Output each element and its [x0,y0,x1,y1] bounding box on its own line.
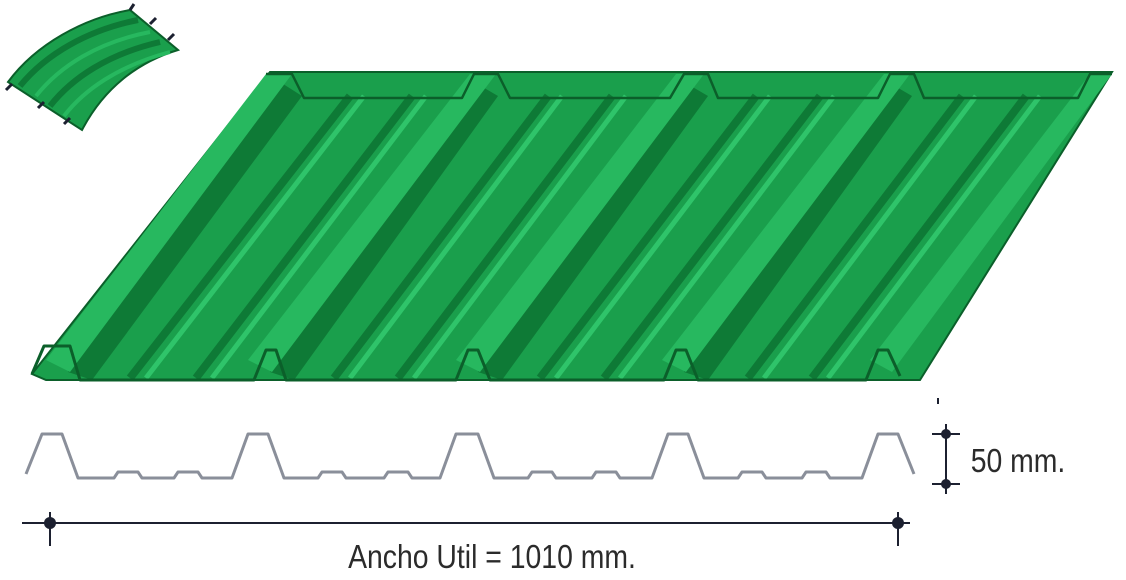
dimension-dot-icon [44,517,56,529]
dimension-dot-icon [892,517,904,529]
panel-back-edge [266,72,1112,100]
dimension-dot-icon [941,429,951,439]
width-dimension-label: Ancho Util = 1010 mm. [348,538,636,576]
rib-light-faces [46,74,1112,372]
dimension-dot-icon [941,479,951,489]
valley-highlights [144,94,1042,380]
valley-stiffeners [126,93,1030,381]
rib-dark-faces [68,82,912,380]
panel-front-edge [30,344,902,382]
roof-panel [30,71,1114,382]
cross-section-profile [24,432,916,480]
height-dimension-label: 50 mm. [971,442,1066,480]
curved-sheet-icon [4,3,181,132]
